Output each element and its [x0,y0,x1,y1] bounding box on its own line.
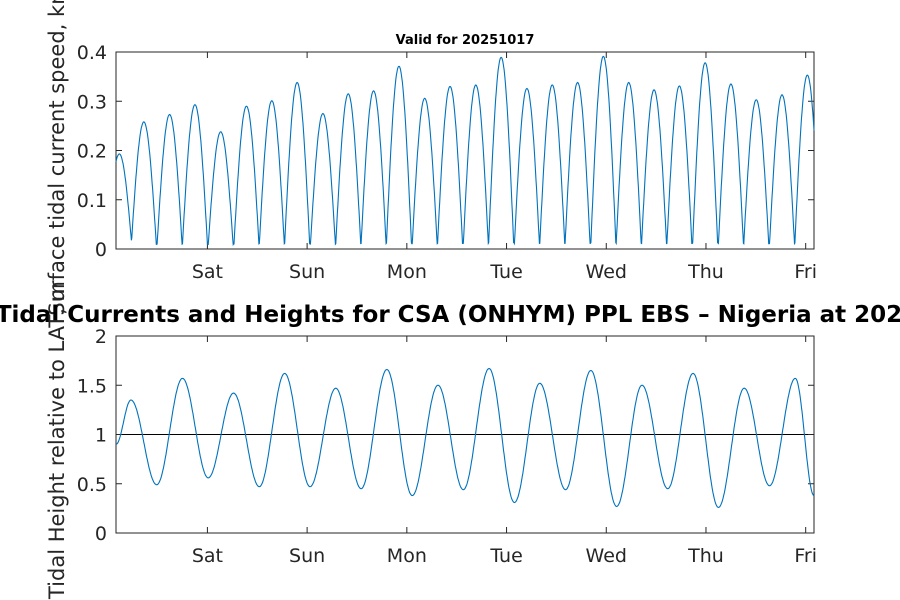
current-speed-y-ticks: 0 0.1 0.2 0.3 0.4 [77,42,814,261]
current-speed-y-tick-label: 0.3 [77,91,107,113]
tide-height-x-tick-label: Mon [387,545,427,567]
tide-height-y-tick-label: 1.5 [77,375,107,397]
current-speed-y-tick-label: 0 [95,239,107,261]
tide-height-y-tick-label: 2 [95,326,107,348]
tide-height-x-tick-label: Wed [586,545,627,567]
tide-height-chart-title: Tidal Currents and Heights for CSA (ONHY… [0,302,900,328]
current-speed-y-axis-label: Surface tidal current speed, km [45,0,69,316]
current-speed-x-tick-label: Fri [794,261,817,283]
tide-height-x-tick-label: Thu [687,545,724,567]
tide-height-y-tick-label: 1 [95,425,107,447]
tide-height-x-tick-label: Sat [192,545,223,567]
tide-height-y-tick-label: 0 [95,523,107,545]
tide-height-panel: Tidal Currents and Heights for CSA (ONHY… [0,281,900,600]
current-speed-y-tick-label: 0.4 [77,42,107,64]
current-speed-x-ticks: Sat Sun Mon Tue Wed Thu Fri [192,52,817,283]
tide-height-x-tick-label: Tue [489,545,522,567]
tide-height-series-line [115,367,815,508]
tide-height-y-axis-label: Tidal Height relative to LAT, m [45,281,69,600]
tide-height-y-tick-label: 0.5 [77,474,107,496]
tide-height-y-ticks: 0 0.5 1 1.5 2 [77,326,814,545]
current-speed-x-tick-label: Sat [192,261,223,283]
current-speed-x-tick-label: Thu [687,261,724,283]
current-speed-x-tick-label: Sun [289,261,325,283]
tide-height-x-tick-label: Fri [794,545,817,567]
current-speed-x-tick-label: Mon [387,261,427,283]
tide-height-x-ticks: Sat Sun Mon Tue Wed Thu Fri [192,336,817,567]
current-speed-y-tick-label: 0.1 [77,190,107,212]
current-speed-x-tick-label: Tue [489,261,522,283]
current-speed-y-tick-label: 0.2 [77,141,107,163]
current-speed-series-line [115,55,815,247]
tide-height-x-tick-label: Sun [289,545,325,567]
current-speed-chart-title: Valid for 20251017 [396,33,535,48]
current-speed-panel: Valid for 20251017 Surface tidal current… [45,0,817,316]
current-speed-x-tick-label: Wed [586,261,627,283]
